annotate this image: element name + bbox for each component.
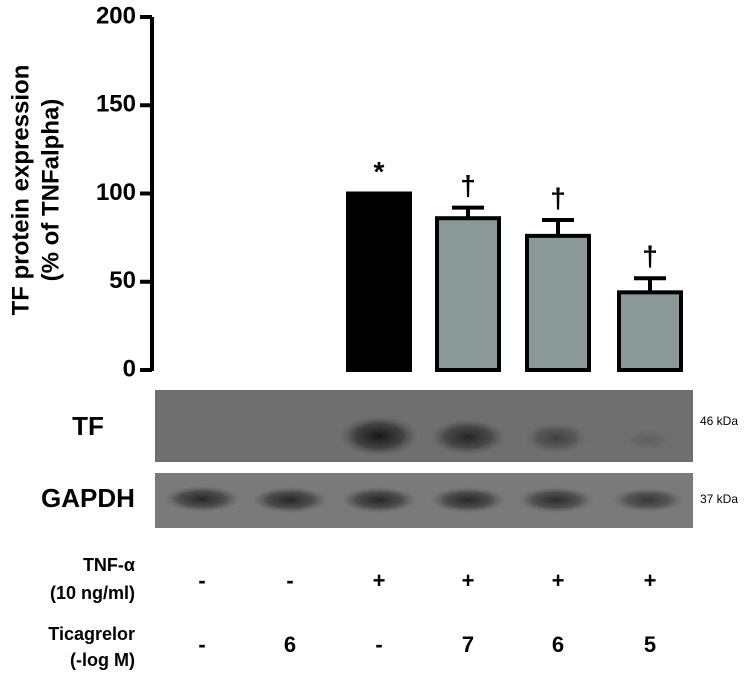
- error-bar: [634, 276, 666, 293]
- annotation: †: [642, 241, 658, 272]
- condition-unit: (10 ng/ml): [50, 583, 135, 603]
- condition-label: TNF-α: [83, 555, 135, 575]
- condition-value: -: [198, 632, 205, 657]
- condition-value: +: [552, 568, 565, 593]
- condition-value: 5: [644, 632, 656, 657]
- y-tick-label: 50: [109, 267, 136, 294]
- condition-value: -: [286, 568, 293, 593]
- y-axis-label: TF protein expression: [7, 65, 34, 316]
- tf-bands: [339, 416, 672, 456]
- condition-label: Ticagrelor: [48, 624, 135, 644]
- annotation: *: [374, 156, 385, 187]
- gapdh-bands: [164, 486, 684, 513]
- error-bar: [452, 205, 484, 219]
- blot-label: TF: [72, 411, 104, 441]
- condition-value: 6: [284, 632, 296, 657]
- blot-label: GAPDH: [41, 483, 135, 513]
- condition-value: +: [373, 568, 386, 593]
- annotation: †: [550, 182, 566, 213]
- tf-blot: [155, 390, 693, 462]
- condition-value: -: [198, 568, 205, 593]
- condition-value: 6: [552, 632, 564, 657]
- y-tick-label: 200: [96, 2, 136, 29]
- gapdh-blot: [155, 473, 693, 528]
- annotation: †: [460, 170, 476, 201]
- y-axis-label: (% of TNFalpha): [37, 99, 64, 282]
- bar: [525, 233, 591, 372]
- condition-value: +: [644, 568, 657, 593]
- condition-value: -: [375, 632, 382, 657]
- y-tick-label: 150: [96, 91, 136, 118]
- condition-value: 7: [462, 632, 474, 657]
- condition-unit: (-log M): [70, 650, 135, 670]
- y-tick-label: 0: [123, 355, 136, 382]
- bar: [435, 216, 501, 372]
- y-tick-label: 100: [96, 179, 136, 206]
- bar: [346, 191, 412, 372]
- bar: [617, 290, 683, 372]
- condition-value: +: [462, 568, 475, 593]
- blot-size: 46 kDa: [700, 414, 738, 428]
- blot-size: 37 kDa: [700, 492, 738, 506]
- error-bar: [542, 217, 574, 236]
